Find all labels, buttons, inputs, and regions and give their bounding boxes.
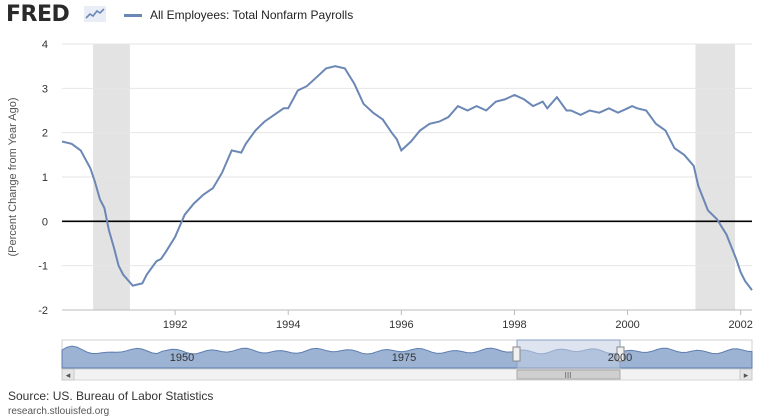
legend-swatch	[124, 13, 142, 17]
navigator-label-2000: 2000	[608, 352, 632, 364]
scroll-left-arrow-icon: ◂	[66, 371, 71, 381]
x-tick-label: 1992	[163, 319, 187, 331]
y-tick-label: -2	[38, 305, 48, 317]
x-tick-label: 2000	[615, 319, 639, 331]
fred-logo: FRED	[6, 2, 70, 27]
x-tick-label: 2002	[728, 319, 752, 331]
site-credit[interactable]: research.stlouisfed.org	[8, 406, 110, 417]
scroll-right-arrow-icon: ▸	[744, 371, 749, 381]
x-tick-label: 1998	[502, 319, 526, 331]
navigator-frame	[61, 339, 753, 369]
chart-header: FRED All Employees: Total Nonfarm Payrol…	[0, 0, 768, 34]
x-tick-labels: 1992 1994 1996 1998 2000 2002	[62, 309, 753, 331]
x-tick-label: 1996	[389, 319, 413, 331]
x-tick-label: 1994	[276, 319, 300, 331]
scrollbar-track[interactable]	[61, 368, 753, 381]
source-credit: Source: US. Bureau of Labor Statistics	[8, 389, 214, 403]
line-chart: -2 -1 0 1 2 3 4 1992 1994 1996 1998 2000 2002 (Perc…	[7, 39, 753, 331]
scroll-right-button[interactable]	[739, 368, 753, 381]
y-tick-labels: -2 -1 0 1 2 3 4	[38, 39, 48, 317]
scrollbar-thumb[interactable]	[516, 369, 621, 380]
y-tick-label: 4	[42, 39, 48, 51]
navigator-right-handle[interactable]	[616, 346, 625, 362]
fred-logo-trend-icon	[84, 6, 106, 22]
navigator-label-1975: 1975	[392, 352, 416, 364]
y-tick-label: -1	[38, 261, 48, 273]
chart-legend[interactable]: All Employees: Total Nonfarm Payrolls	[124, 6, 353, 24]
navigator-mini-series	[61, 345, 753, 369]
scroll-left-button[interactable]	[61, 368, 75, 381]
y-tick-label: 2	[42, 128, 48, 140]
series-line-payrolls[interactable]	[61, 65, 753, 291]
legend-series-label: All Employees: Total Nonfarm Payrolls	[150, 8, 354, 22]
y-axis-label: (Percent Change from Year Ago)	[7, 98, 19, 257]
gridlines	[62, 43, 752, 311]
y-tick-label: 3	[42, 83, 48, 95]
scrollbar-thumb-grip: III	[564, 371, 571, 380]
navigator-selected-range[interactable]	[516, 339, 621, 369]
navigator-label-1950: 1950	[170, 352, 194, 364]
navigator-left-handle[interactable]	[512, 346, 521, 362]
y-tick-label: 1	[42, 172, 48, 184]
y-tick-label: 0	[42, 216, 48, 228]
